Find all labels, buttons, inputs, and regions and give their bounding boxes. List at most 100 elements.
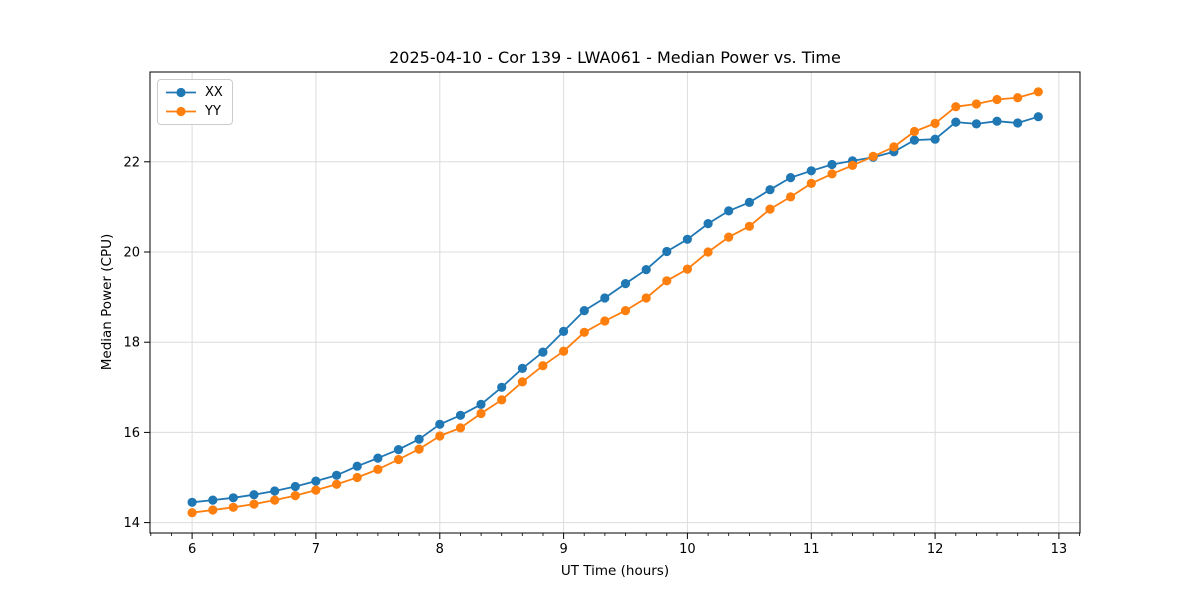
series-yy-point (600, 316, 610, 326)
series-yy-point (951, 102, 961, 112)
series-xx-point (332, 470, 342, 480)
legend-line-marker-icon (166, 87, 196, 98)
series-yy-point (1013, 93, 1023, 103)
series-xx-point (744, 197, 755, 207)
series-yy-point (847, 160, 858, 170)
series-xx-point (682, 234, 693, 244)
series-yy-point (332, 479, 342, 489)
series-yy-point (270, 495, 280, 505)
series-xx-point (476, 399, 486, 409)
series-xx-point (311, 476, 321, 486)
y-tick-label: 22 (123, 155, 140, 170)
series-yy-point (620, 306, 631, 316)
series-yy-point (786, 192, 796, 202)
y-tick-label: 20 (123, 246, 140, 261)
series-yy-point (414, 444, 424, 454)
x-tick-label: 8 (436, 542, 444, 557)
series-yy-point (228, 502, 238, 512)
y-axis-label: Median Power (CPU) (99, 233, 115, 371)
series-xx-point (806, 166, 816, 176)
series-xx-point (290, 481, 300, 492)
series-yy-point (889, 142, 899, 152)
series-xx-point (517, 363, 528, 373)
legend-item-xx: XX (165, 85, 223, 100)
x-tick-label: 10 (679, 542, 696, 557)
legend-label-yy: YY (205, 104, 221, 119)
series-xx-point (930, 134, 940, 144)
series-xx-point (600, 293, 610, 303)
x-tick-label: 11 (803, 542, 820, 557)
x-tick-label: 6 (188, 542, 196, 557)
series-yy-point (373, 464, 383, 474)
series-yy-point (497, 395, 507, 405)
series-yy-point (435, 431, 445, 441)
series-yy-point (992, 94, 1002, 105)
series-yy-point (208, 505, 218, 515)
series-yy-point (249, 499, 259, 509)
series-xx-point (249, 490, 259, 500)
series-xx-point (559, 326, 569, 336)
series-xx-point (703, 219, 713, 229)
x-tick-label: 12 (927, 542, 944, 557)
series-yy-point (765, 204, 775, 214)
series-xx-point (579, 306, 589, 316)
series-yy-point (559, 346, 569, 356)
series-yy-line (191, 90, 1039, 514)
series-xx-point (270, 486, 280, 496)
series-xx-point (352, 461, 362, 471)
series-yy-point (187, 508, 197, 518)
series-xx-point (435, 419, 445, 429)
series-yy-point (641, 293, 651, 303)
series-yy-point (290, 491, 300, 501)
series-xx-point (1013, 118, 1023, 128)
series-xx-point (414, 434, 424, 444)
series-xx-point (724, 206, 734, 216)
series-xx-point (765, 185, 775, 195)
series-yy-point (1033, 87, 1043, 97)
series-yy-point (909, 126, 920, 137)
series-xx-point (662, 246, 672, 257)
series-xx-point (909, 135, 920, 145)
legend: XX YY (157, 79, 233, 125)
series-xx-point (187, 497, 197, 507)
series-xx-point (373, 453, 383, 463)
series-xx-point (228, 493, 238, 503)
y-tick-label: 16 (123, 426, 140, 441)
chart-title: 2025-04-10 - Cor 139 - LWA061 - Median P… (389, 48, 841, 67)
series-yy-point (579, 327, 589, 337)
series-yy-point (806, 178, 816, 188)
series-yy-point (662, 276, 672, 286)
legend-label-xx: XX (205, 85, 223, 100)
x-tick-label: 9 (559, 542, 567, 557)
series-xx-point (786, 173, 796, 183)
series-xx-point (992, 116, 1002, 126)
series-yy-point (703, 247, 713, 257)
series-yy-point (517, 377, 528, 387)
series-xx-point (971, 119, 982, 129)
x-axis-label: UT Time (hours) (560, 563, 670, 579)
x-tick-label: 13 (1051, 542, 1068, 557)
series-xx-point (641, 265, 651, 275)
series-yy-point (352, 472, 362, 483)
series-xx-point (393, 445, 404, 455)
series-yy-point (393, 454, 404, 465)
series-xx-point (620, 279, 631, 289)
series-xx-point (951, 117, 961, 127)
series-xx-point (1033, 112, 1043, 122)
series-yy-point (311, 485, 321, 495)
x-tick-label: 7 (312, 542, 320, 557)
series-yy-point (971, 99, 982, 109)
series-yy-point (538, 361, 548, 371)
series-xx-point (827, 159, 837, 170)
series-yy-point (827, 169, 837, 179)
legend-line-marker-icon (166, 106, 196, 117)
series-xx-point (497, 382, 507, 392)
series-xx-point (455, 410, 466, 420)
series-yy-point (476, 408, 486, 419)
series-yy-point (744, 221, 755, 231)
series-xx-point (538, 347, 548, 357)
series-xx-line (192, 115, 1039, 504)
series-yy-point (724, 232, 734, 242)
